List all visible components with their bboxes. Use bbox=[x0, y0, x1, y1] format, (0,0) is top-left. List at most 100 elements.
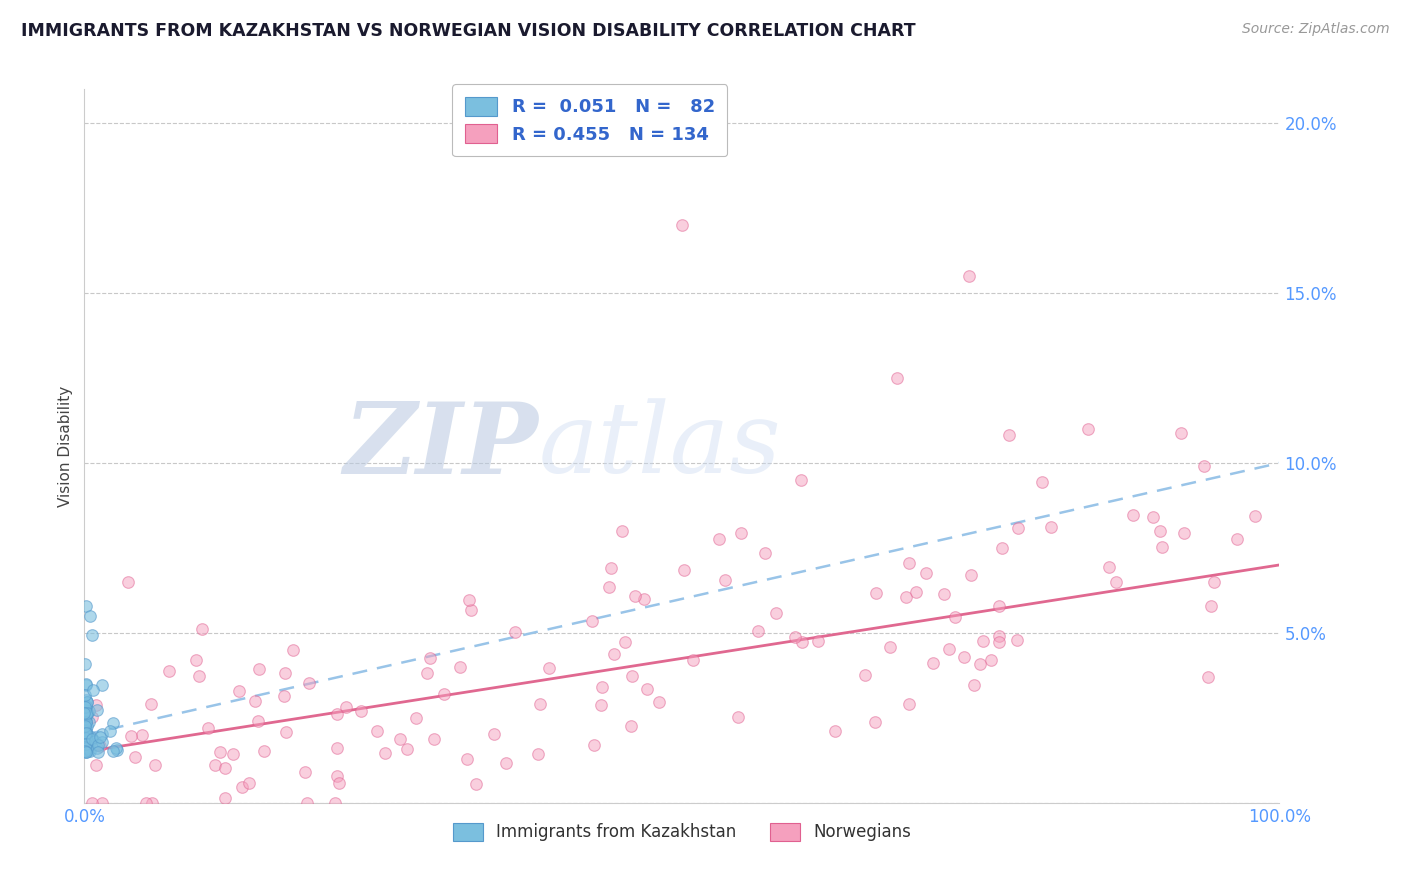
Point bbox=[79, 744, 101, 758]
Point bbox=[75, 737, 97, 751]
Point bbox=[274, 666, 297, 681]
Point bbox=[1142, 510, 1164, 524]
Point bbox=[73, 744, 96, 758]
Point bbox=[298, 676, 321, 690]
Point bbox=[75, 745, 97, 759]
Point bbox=[583, 738, 606, 752]
Text: Source: ZipAtlas.com: Source: ZipAtlas.com bbox=[1241, 22, 1389, 37]
Point bbox=[295, 796, 318, 810]
Point bbox=[76, 739, 98, 753]
Point bbox=[853, 667, 876, 681]
Point bbox=[460, 603, 482, 617]
Point bbox=[294, 764, 316, 779]
Point bbox=[121, 729, 143, 743]
Point bbox=[598, 580, 620, 594]
Point bbox=[326, 707, 349, 722]
Point bbox=[75, 745, 97, 759]
Point bbox=[600, 561, 623, 575]
Point bbox=[214, 760, 236, 774]
Point bbox=[135, 796, 157, 810]
Point bbox=[1007, 521, 1029, 535]
Point bbox=[349, 704, 371, 718]
Point bbox=[73, 730, 96, 744]
Point bbox=[1122, 508, 1144, 522]
Point bbox=[75, 705, 97, 719]
Point bbox=[76, 740, 98, 755]
Point bbox=[75, 726, 97, 740]
Point bbox=[707, 532, 730, 546]
Point bbox=[76, 727, 98, 741]
Point bbox=[73, 741, 96, 756]
Legend: Immigrants from Kazakhstan, Norwegians: Immigrants from Kazakhstan, Norwegians bbox=[446, 816, 918, 848]
Point bbox=[335, 699, 357, 714]
Point bbox=[75, 731, 97, 745]
Point bbox=[495, 756, 517, 770]
Y-axis label: Vision Disability: Vision Disability bbox=[58, 385, 73, 507]
Point bbox=[273, 689, 295, 703]
Point bbox=[86, 745, 108, 759]
Point bbox=[934, 587, 956, 601]
Point bbox=[807, 634, 830, 648]
Point bbox=[80, 730, 103, 744]
Point bbox=[188, 668, 211, 682]
Point bbox=[1170, 426, 1192, 441]
Point bbox=[422, 731, 444, 746]
Point bbox=[988, 635, 1011, 649]
Point bbox=[276, 725, 298, 739]
Point bbox=[76, 695, 98, 709]
Point bbox=[75, 744, 97, 758]
Point bbox=[89, 730, 111, 744]
Point bbox=[998, 428, 1021, 442]
Point bbox=[589, 698, 612, 713]
Point bbox=[1226, 532, 1249, 546]
Point bbox=[366, 724, 388, 739]
Point bbox=[1192, 459, 1215, 474]
Point bbox=[86, 758, 108, 772]
Point bbox=[73, 706, 96, 721]
Point bbox=[969, 657, 991, 672]
Point bbox=[73, 734, 96, 748]
Point bbox=[465, 777, 488, 791]
Point bbox=[1031, 475, 1053, 490]
Point bbox=[131, 728, 153, 742]
Point bbox=[671, 218, 693, 232]
Point bbox=[1005, 632, 1028, 647]
Point bbox=[433, 687, 456, 701]
Point bbox=[91, 678, 114, 692]
Point bbox=[747, 624, 769, 638]
Point bbox=[484, 727, 506, 741]
Point bbox=[281, 643, 304, 657]
Point bbox=[98, 723, 121, 738]
Point bbox=[879, 640, 901, 655]
Point bbox=[457, 592, 479, 607]
Point bbox=[623, 590, 645, 604]
Point bbox=[73, 718, 96, 732]
Point bbox=[79, 608, 101, 623]
Point bbox=[91, 727, 114, 741]
Point bbox=[591, 680, 613, 694]
Point bbox=[730, 525, 752, 540]
Point bbox=[1202, 574, 1225, 589]
Point bbox=[222, 747, 245, 761]
Text: ZIP: ZIP bbox=[343, 398, 538, 494]
Point bbox=[84, 698, 107, 712]
Point bbox=[75, 700, 97, 714]
Point bbox=[824, 723, 846, 738]
Point bbox=[1173, 526, 1195, 541]
Point bbox=[326, 740, 349, 755]
Point bbox=[987, 599, 1010, 614]
Point bbox=[614, 635, 637, 649]
Point bbox=[76, 719, 98, 733]
Point bbox=[84, 734, 107, 748]
Point bbox=[208, 745, 231, 759]
Point bbox=[86, 741, 108, 756]
Point bbox=[73, 719, 96, 733]
Point bbox=[75, 730, 97, 744]
Point bbox=[157, 664, 180, 678]
Point bbox=[1077, 422, 1099, 436]
Point bbox=[980, 653, 1002, 667]
Point bbox=[90, 735, 112, 749]
Point bbox=[765, 606, 787, 620]
Point bbox=[75, 693, 97, 707]
Point bbox=[105, 743, 128, 757]
